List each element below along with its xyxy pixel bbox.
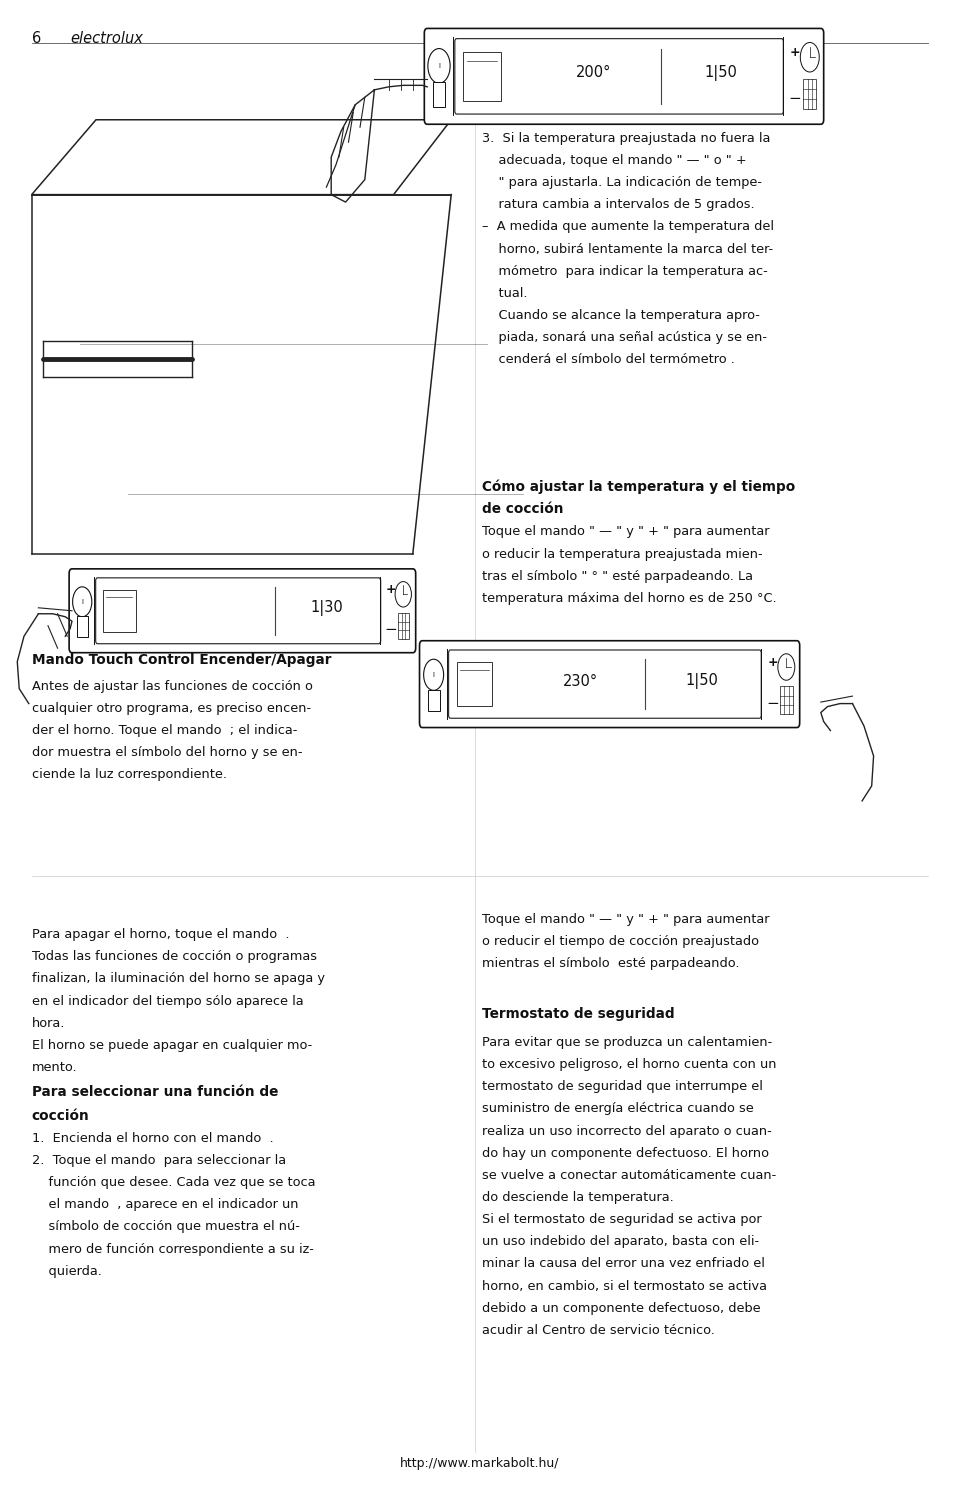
Text: realiza un uso incorrecto del aparato o cuan-: realiza un uso incorrecto del aparato o … — [482, 1124, 772, 1138]
Text: el mando  , aparece en el indicador un: el mando , aparece en el indicador un — [32, 1198, 299, 1211]
Text: horno, subirá lentamente la marca del ter-: horno, subirá lentamente la marca del te… — [482, 243, 773, 256]
Text: −: − — [789, 90, 802, 106]
Bar — [103, 590, 135, 632]
FancyBboxPatch shape — [69, 569, 416, 653]
Circle shape — [396, 581, 412, 608]
Text: cenderá el símbolo del termómetro .: cenderá el símbolo del termómetro . — [482, 353, 734, 367]
Text: tual.: tual. — [482, 287, 527, 299]
FancyBboxPatch shape — [420, 641, 800, 728]
Text: El horno se puede apagar en cualquier mo-: El horno se puede apagar en cualquier mo… — [32, 1039, 312, 1052]
Text: Para apagar el horno, toque el mando  .: Para apagar el horno, toque el mando . — [32, 928, 289, 942]
Text: finalizan, la iluminación del horno se apaga y: finalizan, la iluminación del horno se a… — [32, 973, 324, 985]
Text: símbolo de cocción que muestra el nú-: símbolo de cocción que muestra el nú- — [32, 1220, 300, 1234]
Text: termostato de seguridad que interrumpe el: termostato de seguridad que interrumpe e… — [482, 1081, 763, 1093]
Text: suministro de energía eléctrica cuando se: suministro de energía eléctrica cuando s… — [482, 1102, 754, 1115]
Bar — [427, 690, 440, 711]
Circle shape — [423, 659, 444, 690]
Text: dor muestra el símbolo del horno y se en-: dor muestra el símbolo del horno y se en… — [32, 746, 302, 759]
FancyBboxPatch shape — [424, 28, 824, 124]
Text: 1|30: 1|30 — [310, 600, 343, 615]
Text: 200°: 200° — [575, 66, 611, 81]
Text: hora.: hora. — [32, 1016, 65, 1030]
Text: electrolux: electrolux — [70, 31, 143, 46]
Bar — [397, 614, 409, 639]
Bar — [457, 662, 492, 707]
Circle shape — [801, 42, 819, 72]
Text: mero de función correspondiente a su iz-: mero de función correspondiente a su iz- — [32, 1243, 314, 1256]
Text: adecuada, toque el mando " — " o " +: adecuada, toque el mando " — " o " + — [482, 154, 747, 166]
Text: der el horno. Toque el mando  ; el indica-: der el horno. Toque el mando ; el indica… — [32, 725, 297, 737]
Text: acudir al Centro de servicio técnico.: acudir al Centro de servicio técnico. — [482, 1323, 715, 1337]
Text: o reducir la temperatura preajustada mien-: o reducir la temperatura preajustada mie… — [482, 548, 762, 560]
Text: ratura cambia a intervalos de 5 grados.: ratura cambia a intervalos de 5 grados. — [482, 198, 755, 211]
Text: Toque el mando " — " y " + " para aumentar: Toque el mando " — " y " + " para aument… — [482, 913, 769, 927]
Text: do desciende la temperatura.: do desciende la temperatura. — [482, 1192, 674, 1204]
Text: Termostato de seguridad: Termostato de seguridad — [482, 1007, 675, 1021]
Text: 1.  Encienda el horno con el mando  .: 1. Encienda el horno con el mando . — [32, 1132, 274, 1145]
Text: debido a un componente defectuoso, debe: debido a un componente defectuoso, debe — [482, 1302, 760, 1314]
Text: en el indicador del tiempo sólo aparece la: en el indicador del tiempo sólo aparece … — [32, 994, 303, 1007]
Bar — [433, 82, 445, 106]
Text: temperatura máxima del horno es de 250 °C.: temperatura máxima del horno es de 250 °… — [482, 591, 777, 605]
Polygon shape — [32, 120, 451, 195]
Text: Para evitar que se produzca un calentamien-: Para evitar que se produzca un calentami… — [482, 1036, 772, 1049]
Bar — [804, 79, 816, 109]
Text: quierda.: quierda. — [32, 1265, 102, 1277]
Text: mientras el símbolo  esté parpadeando.: mientras el símbolo esté parpadeando. — [482, 958, 739, 970]
Text: I: I — [82, 599, 84, 605]
Text: http://www.markabolt.hu/: http://www.markabolt.hu/ — [400, 1457, 560, 1470]
Bar — [464, 52, 500, 100]
Text: 1|50: 1|50 — [685, 674, 719, 689]
Text: o reducir el tiempo de cocción preajustado: o reducir el tiempo de cocción preajusta… — [482, 936, 759, 948]
Text: se vuelve a conectar automáticamente cuan-: se vuelve a conectar automáticamente cua… — [482, 1169, 777, 1181]
Text: de cocción: de cocción — [482, 501, 564, 516]
Text: 1|50: 1|50 — [705, 64, 738, 81]
Text: mento.: mento. — [32, 1061, 78, 1073]
Circle shape — [778, 654, 795, 680]
Text: minar la causa del error una vez enfriado el: minar la causa del error una vez enfriad… — [482, 1257, 765, 1271]
Text: Antes de ajustar las funciones de cocción o: Antes de ajustar las funciones de cocció… — [32, 680, 313, 693]
Text: horno, en cambio, si el termostato se activa: horno, en cambio, si el termostato se ac… — [482, 1280, 767, 1292]
Text: cualquier otro programa, es preciso encen-: cualquier otro programa, es preciso ence… — [32, 702, 311, 714]
Text: piada, sonará una señal acústica y se en-: piada, sonará una señal acústica y se en… — [482, 331, 767, 344]
Text: −: − — [384, 621, 397, 638]
Text: mómetro  para indicar la temperatura ac-: mómetro para indicar la temperatura ac- — [482, 265, 768, 277]
FancyBboxPatch shape — [96, 578, 380, 644]
Text: 2.  Toque el mando  para seleccionar la: 2. Toque el mando para seleccionar la — [32, 1154, 286, 1166]
Text: tras el símbolo " ° " esté parpadeando. La: tras el símbolo " ° " esté parpadeando. … — [482, 570, 753, 582]
Text: −: − — [766, 696, 779, 711]
Text: +: + — [385, 584, 396, 596]
Text: Cuando se alcance la temperatura apro-: Cuando se alcance la temperatura apro- — [482, 308, 759, 322]
FancyBboxPatch shape — [448, 650, 761, 719]
FancyBboxPatch shape — [455, 39, 783, 114]
Text: Todas las funciones de cocción o programas: Todas las funciones de cocción o program… — [32, 951, 317, 963]
Text: " para ajustarla. La indicación de tempe-: " para ajustarla. La indicación de tempe… — [482, 177, 762, 189]
Bar — [780, 687, 793, 714]
Bar — [77, 617, 87, 638]
Text: 6: 6 — [32, 31, 41, 46]
Text: Cómo ajustar la temperatura y el tiempo: Cómo ajustar la temperatura y el tiempo — [482, 479, 795, 494]
Circle shape — [428, 48, 450, 84]
Text: cocción: cocción — [32, 1108, 89, 1123]
Text: I: I — [438, 63, 440, 69]
Text: Mando Touch Control Encender/Apagar: Mando Touch Control Encender/Apagar — [32, 653, 331, 666]
Text: Toque el mando " — " y " + " para aumentar: Toque el mando " — " y " + " para aument… — [482, 525, 769, 539]
Text: un uso indebido del aparato, basta con eli-: un uso indebido del aparato, basta con e… — [482, 1235, 759, 1248]
Text: ciende la luz correspondiente.: ciende la luz correspondiente. — [32, 768, 227, 781]
Text: Si el termostato de seguridad se activa por: Si el termostato de seguridad se activa … — [482, 1213, 761, 1226]
Text: +: + — [790, 45, 801, 58]
Text: to excesivo peligroso, el horno cuenta con un: to excesivo peligroso, el horno cuenta c… — [482, 1058, 777, 1070]
Text: Para seleccionar una función de: Para seleccionar una función de — [32, 1085, 278, 1099]
Text: +: + — [767, 656, 778, 669]
Text: –  A medida que aumente la temperatura del: – A medida que aumente la temperatura de… — [482, 220, 774, 234]
Text: 3.  Si la temperatura preajustada no fuera la: 3. Si la temperatura preajustada no fuer… — [482, 132, 770, 145]
Text: función que desee. Cada vez que se toca: función que desee. Cada vez que se toca — [32, 1177, 315, 1189]
Circle shape — [73, 587, 92, 617]
Text: 230°: 230° — [563, 674, 598, 689]
Text: do hay un componente defectuoso. El horno: do hay un componente defectuoso. El horn… — [482, 1147, 769, 1160]
Text: I: I — [433, 672, 435, 678]
